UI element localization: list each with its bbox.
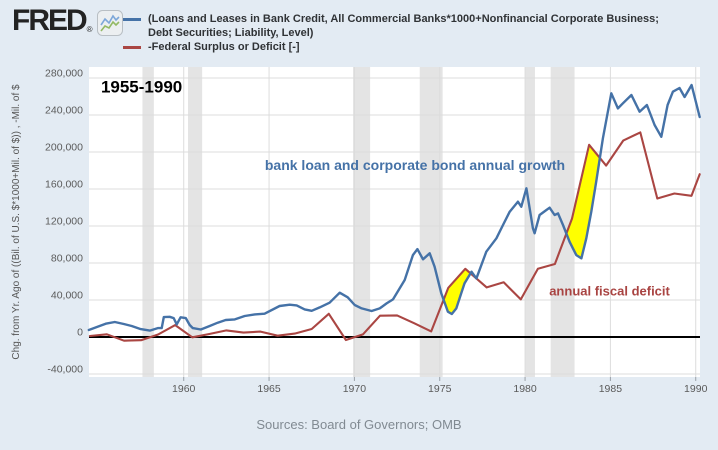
x-tick-label: 1970 [343, 383, 367, 395]
fred-logo-chart-icon [96, 10, 123, 41]
chart-annotation-2: annual fiscal deficit [549, 283, 670, 298]
y-tick-label: 200,000 [45, 142, 83, 154]
legend-item-bank-credit: (Loans and Leases in Bank Credit, All Co… [123, 12, 670, 40]
recession-band [525, 67, 535, 377]
x-tick-label: 1965 [257, 383, 281, 395]
x-tick-label: 1975 [428, 383, 452, 395]
highlight-region [566, 144, 600, 259]
y-tick-label: 240,000 [45, 105, 83, 117]
recession-band [353, 67, 371, 377]
fred-logo: FRED ® [12, 6, 123, 41]
y-tick-label: 80,000 [51, 253, 83, 265]
recession-band [187, 67, 203, 377]
chart-annotation-0: 1955-1990 [101, 77, 182, 96]
y-tick-label: 280,000 [45, 68, 83, 80]
recession-band [419, 67, 443, 377]
x-tick-label: 1960 [172, 383, 196, 395]
x-tick-label: 1990 [684, 383, 708, 395]
y-tick-label: 40,000 [51, 290, 83, 302]
registered-mark: ® [86, 25, 93, 34]
y-tick-label: 160,000 [45, 179, 83, 191]
source-note: Sources: Board of Governors; OMB [256, 417, 462, 432]
y-tick-label: 120,000 [45, 216, 83, 228]
legend-line-swatch-blue [123, 18, 141, 21]
credit-growth-line [87, 83, 701, 332]
y-tick-label: -40,000 [47, 364, 83, 376]
legend-label-federal-deficit: -Federal Surplus or Deficit [-] [148, 41, 300, 53]
legend-item-federal-deficit: -Federal Surplus or Deficit [-] [123, 40, 670, 54]
legend-label-bank-credit: (Loans and Leases in Bank Credit, All Co… [148, 13, 659, 39]
chart-legend: (Loans and Leases in Bank Credit, All Co… [123, 12, 670, 54]
federal-deficit-line [88, 131, 701, 342]
recession-band [142, 67, 154, 377]
chart-annotation-1: bank loan and corporate bond annual grow… [265, 157, 565, 173]
y-tick-label: 0 [77, 327, 83, 339]
fred-logo-text: FRED [12, 4, 88, 37]
legend-line-swatch-red [123, 46, 141, 49]
x-tick-label: 1980 [513, 383, 537, 395]
x-tick-label: 1985 [599, 383, 623, 395]
highlight-region [443, 268, 471, 314]
y-axis-title: Chg. from Yr. Ago of ((Bil. of U.S. $*10… [11, 84, 22, 360]
